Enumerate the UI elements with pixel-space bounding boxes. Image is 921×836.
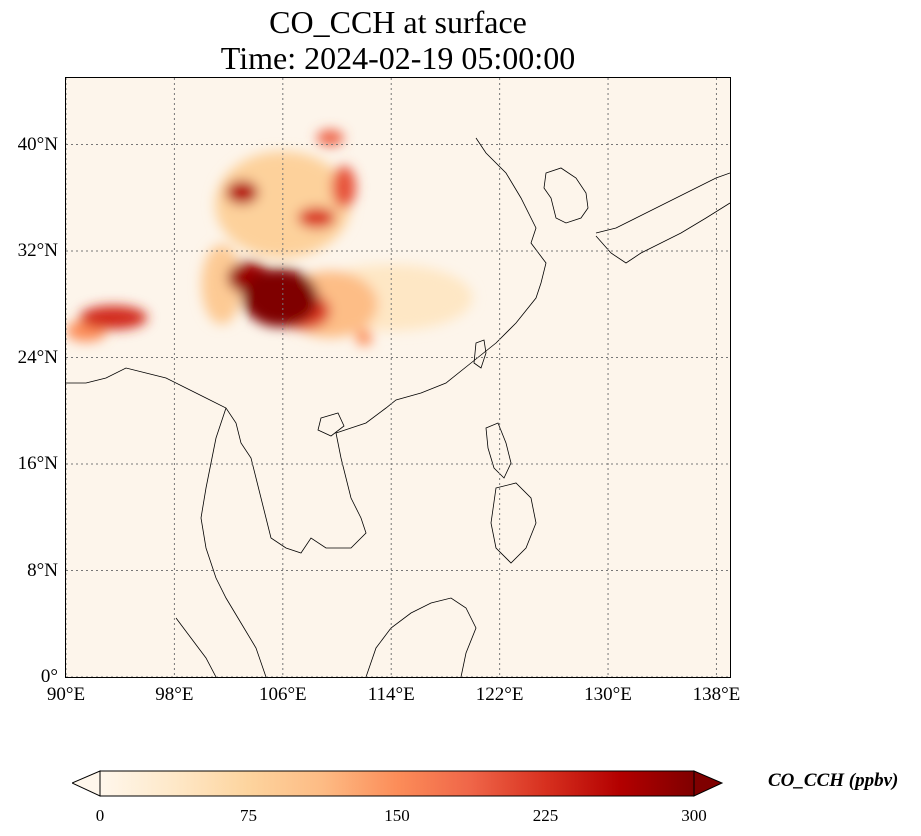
colorbar-tick-label: 225 — [532, 806, 559, 825]
lon-tick-label: 106°E — [258, 684, 307, 705]
graticule — [66, 78, 730, 677]
lat-tick-label: 0° — [40, 666, 58, 687]
lon-tick-label: 130°E — [584, 684, 632, 705]
colorbar-body — [99, 770, 695, 797]
lat-tick-label: 24°N — [17, 346, 58, 368]
lon-tick-label: 122°E — [475, 684, 524, 705]
map-subtitle: Time: 2024-02-19 05:00:00 — [220, 40, 576, 76]
colorbar-label: CO_CCH (ppbv) — [768, 770, 899, 791]
coastlines — [66, 137, 730, 677]
concentration-blob — [316, 129, 344, 146]
concentration-blob — [355, 329, 373, 346]
concentration-blob — [242, 268, 319, 327]
concentration-blob — [201, 244, 243, 325]
concentration-blob — [225, 180, 259, 205]
concentration-blob — [79, 305, 148, 330]
colorbar-tick-label: 75 — [240, 806, 257, 825]
colorbar-extend-low — [72, 770, 101, 797]
map-canvas — [66, 78, 730, 677]
colorbar-tick-label: 300 — [681, 806, 707, 825]
colorbar-tick-label: 0 — [95, 806, 105, 825]
colorbar — [72, 770, 724, 797]
colorbar-extend-high — [693, 770, 724, 797]
lat-tick-label: 16°N — [17, 453, 58, 475]
lon-tick-label: 138°E — [692, 684, 741, 705]
lat-tick-label: 40°N — [17, 133, 58, 155]
colorbar-tick-label: 150 — [384, 806, 410, 825]
concentration-blob — [331, 165, 356, 209]
concentration-blob — [297, 207, 336, 229]
lat-tick-label: 32°N — [17, 240, 58, 262]
map-panel[interactable] — [65, 77, 731, 678]
lat-tick-label: 8°N — [27, 559, 58, 581]
lon-tick-label: 114°E — [367, 684, 415, 705]
map-title: CO_CCH at surface — [269, 4, 527, 40]
lon-tick-label: 90°E — [46, 684, 86, 705]
concentration-field — [66, 129, 473, 346]
lon-tick-label: 98°E — [155, 684, 194, 705]
